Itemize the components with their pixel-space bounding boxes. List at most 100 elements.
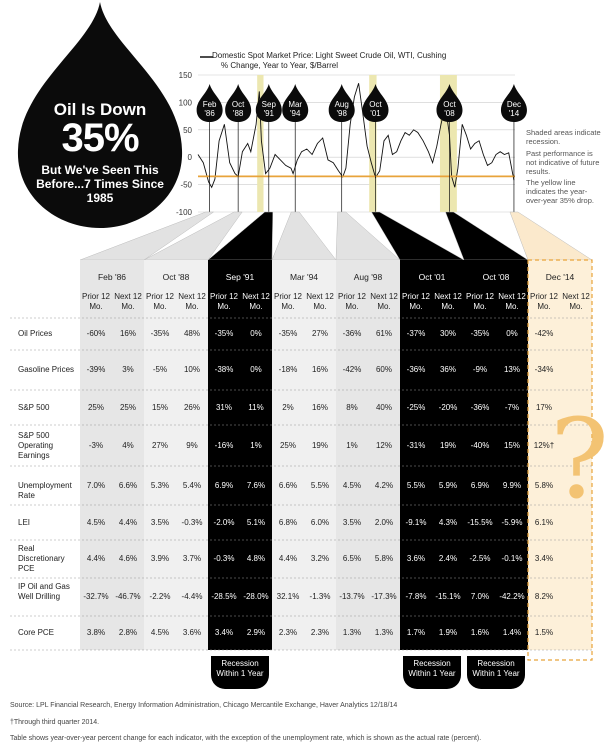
recession-badge: Recession Within 1 Year [403,656,461,689]
table-cell: -35% [150,329,170,338]
period-column [400,260,464,650]
table-cell: 16% [311,402,328,412]
table-cell: -42% [534,329,554,338]
table-cell: 6.0% [310,517,330,527]
table-cell: -28.5% [211,592,237,601]
oil-price-series-line [197,83,515,189]
recession-band [369,75,377,212]
table-cell: 19% [311,440,328,450]
y-tick-label: 0 [188,153,193,162]
chart-grid [198,74,515,213]
period-header: Oct '88 [162,272,190,282]
table-cell: -16% [214,440,234,450]
period-column [208,260,272,650]
period-header: Feb '86 [97,272,127,282]
table-cell: 4% [122,440,134,450]
table-cell: -7.8% [405,592,427,601]
period-column [528,260,592,650]
table-cell: 0% [506,329,518,338]
table-cell: 3.9% [150,554,170,563]
row-label: Oil Prices [18,329,53,338]
marker-drop [196,84,223,122]
table-cell: -39% [86,365,106,374]
table-cell: -2.5% [469,554,491,563]
table-note: Table shows year-over-year percent chang… [10,735,482,742]
period-column [144,260,208,650]
table-cell: 4.4% [86,554,106,563]
table-cell: 5.5% [310,480,330,490]
table-cell: 32.1% [276,592,300,601]
table-cell: -3% [88,440,104,450]
question-mark: ? [550,395,604,523]
table-cell: 6.8% [278,517,298,527]
subheader: Prior 12 Mo. [529,292,558,311]
y-tick-label: 100 [179,98,193,107]
table-cell: 4.5% [86,517,106,527]
table-cell: 2.8% [118,628,138,637]
period-column [336,260,400,650]
table-cell: 6.6% [118,480,138,490]
table-cell: 1% [250,440,262,450]
table-cell: 5.1% [246,517,266,527]
table-cell: -5.9% [501,517,523,527]
table-cell: 3.7% [182,554,202,563]
marker-drop [328,84,355,122]
table-cell: -35% [470,329,490,338]
table-cell: 2.3% [310,628,330,637]
subheader: Prior 12 Mo. [401,292,430,311]
marker-label: Oct '01 [369,100,382,118]
table-cell: -37% [406,329,426,338]
table-cell: -0.3% [213,554,235,563]
table-cell: 4.5% [342,480,362,490]
row-label: Gasoline Prices [18,365,75,374]
table-cell: -40% [470,440,490,450]
row-label: S&P 500 [18,402,50,412]
table-cell: 3.2% [310,554,330,563]
table-cell: -13.7% [339,592,365,601]
table-cell: 3.5% [150,517,170,527]
table-cell: 1.3% [342,628,362,637]
headline-percent: 35% [61,116,139,160]
table-cell: -17.3% [371,592,397,601]
table-cell: 6.9% [470,480,490,490]
table-cell: 1% [346,440,358,450]
table-cell: 5.8% [534,480,554,490]
table-cell: 1.9% [438,628,458,637]
table-cell: 3% [122,365,134,374]
table-cell: 5.8% [374,554,394,563]
table-cell: 2.3% [278,628,298,637]
subheader: Next 12 Mo. [562,292,590,311]
table-cell: 4.5% [150,628,170,637]
row-label: IP Oil and Gas Well Drilling [18,582,70,601]
table-cell: 8% [346,402,358,412]
recession-badge: Recession Within 1 Year [211,656,269,689]
row-label: Unemployment Rate [18,480,72,500]
table-cell: -46.7% [115,592,141,601]
table-cell: 31% [215,402,232,412]
table-cell: -35% [214,329,234,338]
row-label: LEI [18,517,31,527]
table-cell: 3.6% [406,554,426,563]
table-cell: -60% [86,329,106,338]
table-cell: 40% [375,402,392,412]
table-cell: 1.3% [374,628,394,637]
table-cell: -34% [534,365,554,374]
period-header: Aug '98 [353,272,383,282]
marker-drop [362,84,389,122]
table-cell: 7.6% [246,480,266,490]
table-cell: 5.5% [406,480,426,490]
table-cell: 30% [439,329,456,338]
row-label: Real Discretionary PCE [18,544,65,573]
table-cell: 26% [183,402,200,412]
table-cell: 27% [311,329,328,338]
table-cell: 13% [503,365,520,374]
table-cell: 19% [439,440,456,450]
table-cell: -15.5% [467,517,493,527]
table-cell: -36% [342,329,362,338]
recession-band [257,75,264,212]
table-cell: 25% [87,402,104,412]
table-cell: 6.5% [342,554,362,563]
marker-drop [500,84,527,122]
